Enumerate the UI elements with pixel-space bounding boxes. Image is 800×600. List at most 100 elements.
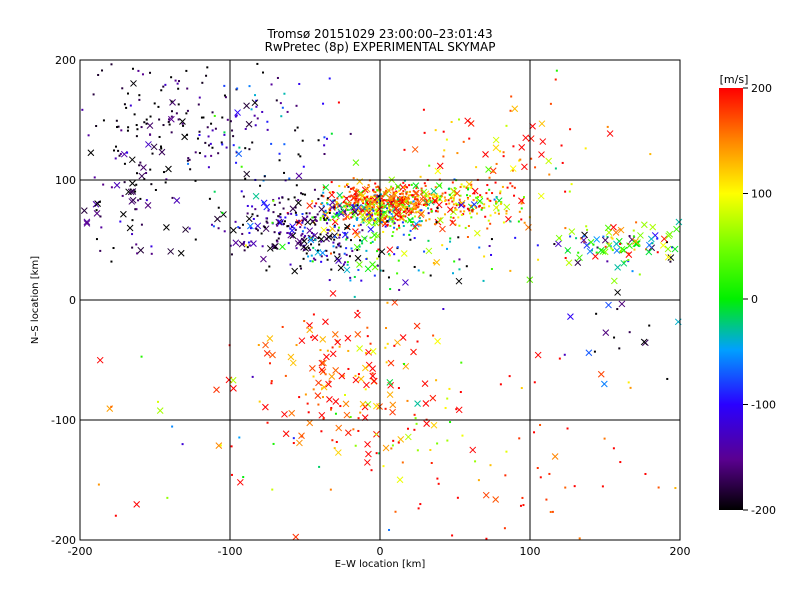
data-point — [338, 253, 341, 256]
data-point — [333, 238, 336, 241]
data-point-cross — [601, 236, 609, 244]
data-point-cross — [564, 247, 572, 254]
data-point — [423, 131, 426, 134]
data-point — [464, 226, 467, 229]
data-point-cross — [247, 222, 254, 230]
data-point-cross — [386, 378, 394, 386]
data-point — [417, 195, 420, 198]
data-point — [298, 396, 301, 399]
data-point — [176, 82, 179, 85]
data-point — [241, 223, 244, 226]
data-point — [352, 208, 355, 211]
data-point — [265, 220, 268, 223]
data-point — [217, 206, 220, 209]
data-point — [573, 485, 576, 488]
data-point — [425, 195, 428, 198]
data-point — [490, 268, 493, 271]
data-point — [419, 175, 422, 178]
data-point — [139, 161, 142, 164]
data-point — [362, 202, 365, 205]
data-point — [399, 216, 402, 219]
data-point-cross — [439, 225, 446, 233]
data-point — [326, 232, 329, 235]
data-point — [241, 232, 244, 235]
data-point — [419, 224, 422, 227]
data-point — [373, 212, 376, 215]
data-point — [378, 186, 381, 189]
data-point-cross — [292, 533, 300, 541]
data-point — [548, 173, 551, 176]
data-point-cross — [601, 248, 609, 256]
data-point — [299, 155, 302, 158]
data-point — [281, 325, 284, 328]
data-point — [413, 237, 416, 240]
data-point — [415, 187, 418, 190]
data-point — [372, 190, 375, 193]
data-point-cross — [482, 491, 490, 499]
data-point — [359, 207, 362, 210]
data-point — [125, 106, 128, 109]
data-point — [303, 320, 306, 323]
data-point — [384, 199, 387, 202]
data-point — [534, 166, 537, 169]
data-point — [352, 186, 355, 189]
data-point-cross — [126, 224, 134, 232]
data-point-cross — [266, 245, 274, 252]
data-point — [331, 215, 334, 218]
data-point — [409, 238, 412, 241]
data-point — [499, 202, 502, 205]
data-point — [348, 203, 351, 206]
data-point — [351, 250, 354, 253]
data-point — [484, 215, 487, 218]
data-point — [606, 125, 609, 128]
data-point — [537, 258, 540, 261]
data-point — [411, 208, 414, 211]
data-point — [450, 120, 453, 123]
data-point — [388, 206, 391, 209]
data-point — [320, 194, 323, 197]
data-point-cross — [314, 392, 322, 400]
data-point — [342, 218, 345, 221]
y-axis-label: N–S location [km] — [30, 256, 41, 344]
data-point-cross — [489, 167, 497, 175]
data-point-cross — [470, 201, 478, 208]
data-point — [601, 485, 604, 488]
data-point — [404, 206, 407, 209]
data-point — [486, 197, 489, 200]
data-point — [134, 190, 137, 193]
data-point — [95, 238, 98, 241]
data-point-cross — [614, 264, 622, 271]
data-point — [612, 447, 615, 450]
data-point — [135, 135, 138, 138]
data-point — [520, 207, 523, 210]
data-point — [197, 103, 200, 106]
data-point — [140, 355, 143, 358]
data-point — [279, 102, 282, 105]
data-point — [134, 208, 137, 211]
data-point — [177, 103, 180, 106]
data-point — [110, 63, 113, 66]
data-point — [475, 196, 478, 199]
data-point-cross — [295, 172, 303, 180]
data-point — [102, 119, 105, 122]
data-point-cross — [260, 199, 268, 207]
data-point — [386, 342, 389, 345]
data-point-cross — [365, 219, 373, 227]
data-point-cross — [410, 202, 418, 210]
data-point — [372, 195, 375, 198]
data-point — [256, 62, 259, 65]
data-point-cross — [361, 186, 369, 194]
data-point — [344, 210, 347, 213]
data-point — [133, 113, 136, 116]
data-point — [348, 190, 351, 193]
data-point-cross — [430, 421, 438, 429]
data-point — [288, 177, 291, 180]
data-point — [373, 274, 376, 277]
data-point — [268, 362, 271, 365]
data-point — [232, 135, 235, 138]
data-point — [298, 219, 301, 222]
data-point — [452, 197, 455, 200]
data-point-cross — [640, 221, 648, 229]
data-point-cross — [450, 188, 457, 195]
data-point — [388, 204, 391, 207]
